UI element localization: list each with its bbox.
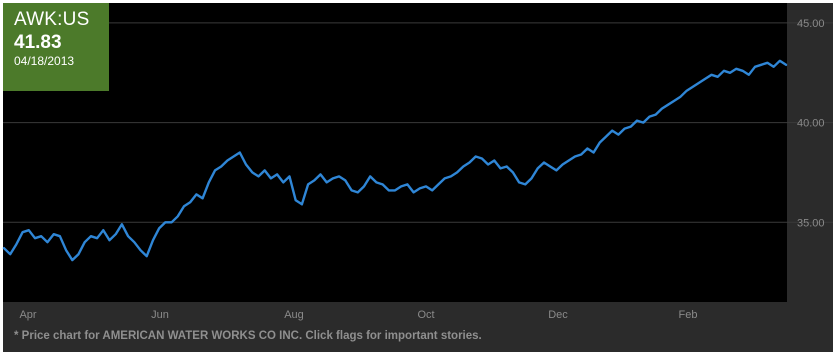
chart-footnote[interactable]: * Price chart for AMERICAN WATER WORKS C… [14,330,482,342]
ticker-price: 41.83 [14,32,62,53]
ticker-symbol: AWK:US [14,9,90,30]
x-tick-label: Feb [679,309,698,321]
y-tick-label: 35.00 [797,217,825,229]
price-line-series-0 [2,59,788,262]
x-tick-label: Dec [548,309,568,321]
ticker-box: AWK:US 41.83 04/18/2013 [3,3,109,91]
x-tick-label: Apr [19,309,36,321]
y-tick-label: 45.00 [797,18,825,30]
ticker-date: 04/18/2013 [14,54,75,68]
y-tick-label: 40.00 [797,118,825,130]
plot-area [3,3,787,302]
x-tick-label: Aug [284,309,304,321]
x-tick-label: Jun [151,309,169,321]
y-axis-panel [787,3,833,302]
x-axis-panel [3,302,833,352]
x-tick-label: Oct [417,309,434,321]
